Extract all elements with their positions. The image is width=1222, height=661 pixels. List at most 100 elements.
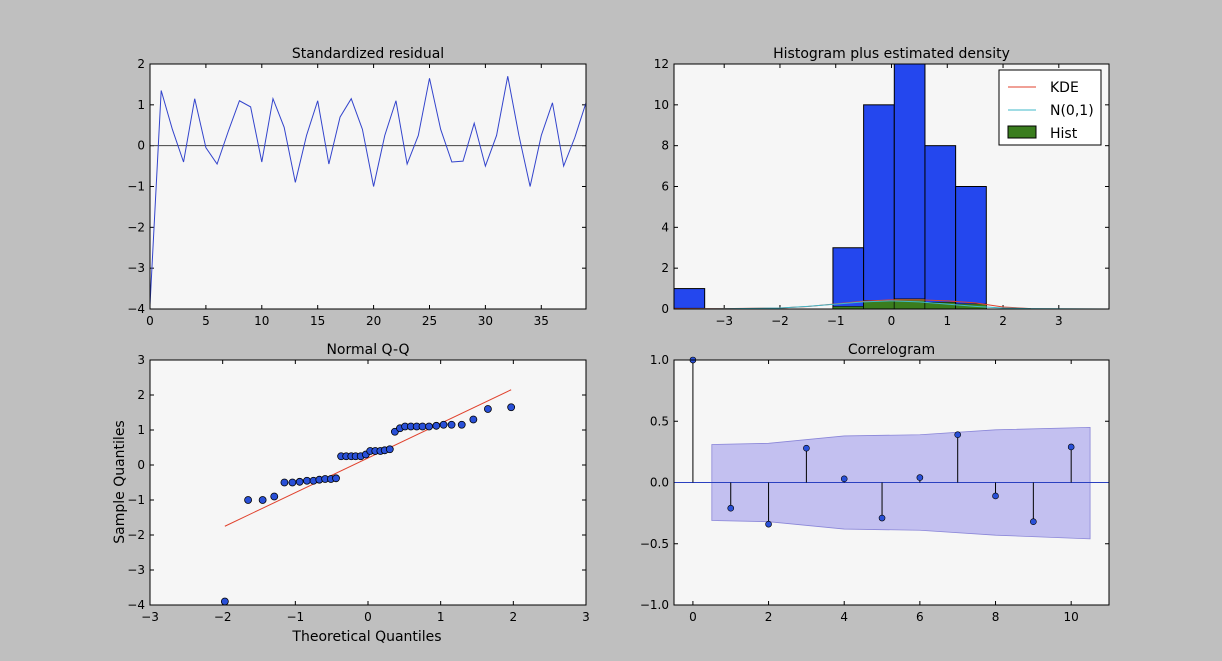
- residual-series-line: [149, 76, 587, 305]
- qq-xtick-label: −1: [286, 610, 304, 624]
- qq-panel: Normal Q-Q Theoretical Quantiles Sample …: [112, 342, 590, 645]
- correlogram-ytick-label: 0.5: [650, 414, 669, 428]
- acf-point: [803, 444, 810, 452]
- qq-point: [425, 422, 433, 431]
- residual-ytick-label: −3: [127, 261, 145, 275]
- histogram-xtick-label: 3: [1055, 314, 1063, 328]
- qq-axes-area: [150, 360, 586, 605]
- residual-xtick-label: 30: [478, 314, 493, 328]
- histogram-bar: [673, 288, 706, 310]
- acf-point: [727, 504, 735, 512]
- histogram-xtick-label: 1: [943, 314, 951, 328]
- correlogram-ytick-label: 0.0: [650, 476, 669, 490]
- qq-xtick-label: 0: [364, 610, 372, 624]
- acf-point: [878, 514, 886, 522]
- residual-ytick-label: −4: [127, 302, 145, 316]
- qq-title: Normal Q-Q: [326, 342, 409, 358]
- residual-axes-frame: [149, 63, 587, 310]
- residual-axes-area: [150, 64, 586, 309]
- legend-hist-swatch: [1007, 125, 1037, 139]
- acf-point: [954, 431, 961, 439]
- legend-hist-label: Hist: [1050, 126, 1078, 142]
- qq-point: [270, 492, 279, 501]
- histogram-ytick-label: 6: [661, 180, 669, 194]
- histogram-ytick-label: 2: [661, 261, 669, 275]
- qq-point: [483, 405, 492, 413]
- acf-point: [916, 474, 924, 481]
- correlogram-xtick-label: 6: [916, 610, 924, 624]
- histogram-bar: [955, 186, 987, 310]
- histogram-axes-frame: [673, 63, 1110, 310]
- qq-point: [244, 496, 253, 504]
- correlogram-xtick-label: 2: [765, 610, 773, 624]
- qq-xtick-label: −2: [214, 610, 232, 624]
- qq-ytick-label: −4: [127, 598, 145, 612]
- qq-ytick-label: −3: [127, 563, 145, 577]
- histogram-panel: Histogram plus estimated density −3 −2 −1 0…: [654, 46, 1110, 328]
- qq-point: [303, 476, 311, 485]
- normal-density-line: [673, 300, 1110, 310]
- correlogram-xtick-label: 4: [840, 610, 848, 624]
- correlogram-title: Correlogram: [848, 342, 935, 358]
- histogram-title: Histogram plus estimated density: [773, 46, 1010, 62]
- correlogram-ytick-label: −1.0: [640, 598, 669, 612]
- qq-xtick-label: −3: [141, 610, 159, 624]
- histogram-legend: KDE N(0,1) Hist: [998, 69, 1102, 146]
- qq-ytick-label: 1: [137, 423, 145, 437]
- residual-xtick-label: 20: [366, 314, 381, 328]
- qq-xtick-label: 1: [437, 610, 445, 624]
- legend-kde-label: KDE: [1050, 80, 1079, 96]
- histogram-xtick-label: 2: [999, 314, 1007, 328]
- correlogram-ytick-label: 1.0: [650, 353, 669, 367]
- qq-point: [295, 477, 304, 486]
- qq-xlabel: Theoretical Quantiles: [291, 629, 441, 645]
- legend-normal-label: N(0,1): [1050, 103, 1094, 119]
- qq-point: [220, 597, 229, 606]
- residual-xtick-label: 10: [254, 314, 269, 328]
- qq-ytick-label: 2: [137, 388, 145, 402]
- residual-ytick-label: −2: [127, 220, 145, 234]
- qq-point: [432, 421, 441, 430]
- acf-point: [765, 520, 772, 528]
- histogram-ytick-label: 8: [661, 139, 669, 153]
- acf-point: [992, 492, 999, 500]
- residual-xtick-label: 0: [146, 314, 154, 328]
- acf-point: [1067, 443, 1075, 451]
- histogram-ytick-label: 12: [654, 57, 669, 71]
- acf-point: [840, 475, 848, 483]
- qq-ylabel: Sample Quantiles: [112, 420, 128, 543]
- residual-xtick-label: 5: [202, 314, 210, 328]
- qq-ytick-label: 3: [137, 353, 145, 367]
- histogram-ytick-label: 0: [661, 302, 669, 316]
- qq-point: [439, 420, 448, 429]
- histogram-xtick-label: 0: [888, 314, 896, 328]
- histogram-xtick-label: −3: [715, 314, 733, 328]
- residual-xtick-label: 25: [422, 314, 437, 328]
- qq-axes-frame: [149, 359, 587, 606]
- residual-xtick-label: 15: [310, 314, 325, 328]
- qq-point: [385, 445, 394, 454]
- qq-reference-line: [224, 389, 512, 527]
- residual-title: Standardized residual: [292, 46, 444, 62]
- qq-point: [258, 496, 267, 504]
- qq-xtick-label: 3: [582, 610, 590, 624]
- residual-panel: Standardized residual 0 5 10 15 20 25 30 35 −4 −3…: [127, 46, 587, 328]
- qq-point: [288, 478, 297, 487]
- correlogram-ytick-label: −0.5: [640, 537, 669, 551]
- residual-xtick-label: 35: [534, 314, 549, 328]
- histogram-bar: [924, 145, 957, 310]
- qq-ytick-label: 0: [137, 458, 145, 472]
- correlogram-xtick-label: 8: [992, 610, 1000, 624]
- correlogram-xtick-label: 10: [1064, 610, 1079, 624]
- histogram-ytick-label: 10: [654, 98, 669, 112]
- correlogram-panel: Correlogram 0 2 4 6 8 10 −1.0 −0.5 0.0 0.5 1.0: [640, 342, 1110, 624]
- correlogram-axes-frame: [673, 359, 1110, 606]
- qq-ytick-label: −2: [127, 528, 145, 542]
- histogram-bar: [863, 104, 895, 310]
- qq-point: [469, 415, 478, 424]
- qq-point: [507, 403, 516, 412]
- qq-point: [447, 420, 456, 429]
- residual-ytick-label: 1: [137, 98, 145, 112]
- histogram-xtick-label: −1: [827, 314, 845, 328]
